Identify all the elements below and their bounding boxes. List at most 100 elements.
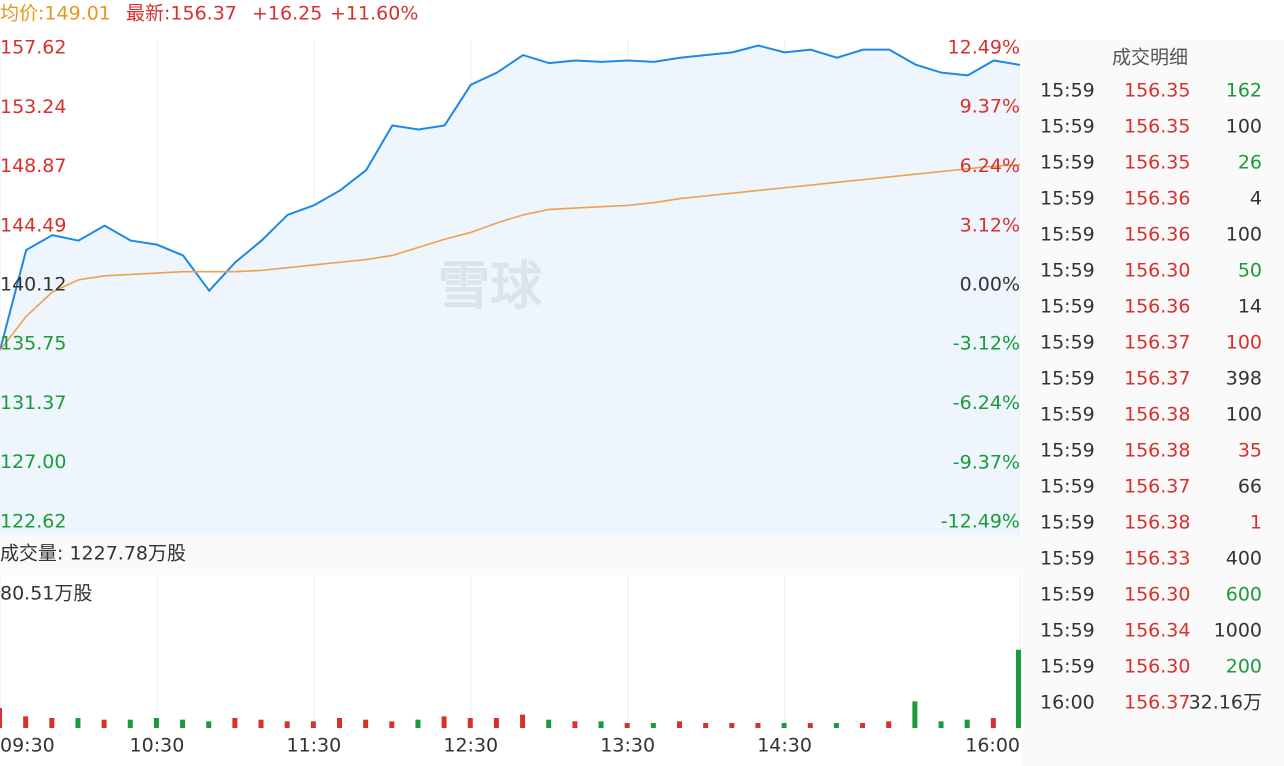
volume-bar [75,718,81,728]
price-line [0,44,1021,351]
trade-price: 156.35 [1124,80,1190,102]
trade-price: 156.33 [1124,548,1190,570]
trade-price: 156.37 [1124,332,1190,354]
trade-price: 156.38 [1124,512,1190,534]
y-tick-label: 127.00 [0,451,66,473]
volume-title: 成交量: 1227.78万股 [0,543,186,565]
trade-time: 15:59 [1040,332,1095,354]
volume-bar [990,718,996,728]
trade-volume: 100 [1226,332,1262,354]
y-tick-label: 140.12 [0,274,66,296]
volume-bar [650,723,656,728]
volume-bar [624,723,630,728]
y-tick-label: 144.49 [0,214,66,236]
volume-bar [938,721,944,728]
volume-bar [546,719,552,728]
trade-price: 156.37 [1124,368,1190,390]
trade-volume: 4 [1250,188,1262,210]
avg-price: 均价:149.01 [0,3,111,25]
trade-volume: 32.16万 [1189,692,1262,714]
volume-bar [572,721,578,728]
volume-bar [520,714,526,728]
trade-price: 156.37 [1124,692,1190,714]
volume-bar [729,723,735,728]
trade-volume: 600 [1226,584,1262,606]
y2-tick-label: 3.12% [960,214,1020,236]
trade-volume: 398 [1226,368,1262,390]
y-tick-label: 135.75 [0,333,66,355]
x-tick-label: 12:30 [443,735,498,757]
y-tick-label: 157.62 [0,37,66,59]
volume-bar [886,721,892,728]
trade-time: 15:59 [1040,548,1095,570]
volume-bar [598,721,604,728]
trade-time: 15:59 [1040,296,1095,318]
trade-price: 156.36 [1124,296,1190,318]
volume-bar [781,723,787,728]
trade-time: 15:59 [1040,152,1095,174]
trade-volume: 100 [1226,404,1262,426]
volume-bar [964,719,970,728]
trade-time: 15:59 [1040,584,1095,606]
y2-tick-label: -12.49% [941,511,1020,533]
x-tick-label: 13:30 [600,735,655,757]
volume-bar [860,723,866,728]
y2-tick-label: -6.24% [953,392,1020,414]
x-tick-label: 11:30 [286,735,341,757]
y2-tick-label: 0.00% [960,274,1020,296]
volume-bar [415,719,421,728]
trade-price: 156.37 [1124,476,1190,498]
y2-tick-label: 9.37% [960,96,1020,118]
change: +16.25 [252,3,322,25]
trade-volume: 100 [1226,224,1262,246]
y2-tick-label: 6.24% [960,155,1020,177]
y-tick-label: 148.87 [0,155,66,177]
trade-time: 16:00 [1040,692,1095,714]
volume-bar [284,721,290,728]
trade-time: 15:59 [1040,224,1095,246]
change-pct: +11.60% [330,3,418,25]
trade-price: 156.34 [1124,620,1190,642]
avg-line [0,163,1021,351]
volume-bar [1016,649,1021,728]
trade-price: 156.38 [1124,404,1190,426]
trade-price: 156.35 [1124,152,1190,174]
price-area [0,45,1020,535]
volume-bar [493,718,499,728]
volume-bar [310,721,316,728]
trade-time: 15:59 [1040,80,1095,102]
y-tick-label: 122.62 [0,511,66,533]
y-tick-label: 131.37 [0,392,66,414]
x-tick-label: 16:00 [965,735,1020,757]
volume-bar [337,718,342,728]
trade-price: 156.30 [1124,656,1190,678]
volume-bar [441,716,447,728]
trade-volume: 200 [1226,656,1262,678]
watermark: 雪球 [438,257,543,317]
trade-price: 156.36 [1124,188,1190,210]
trade-volume: 162 [1226,80,1262,102]
trade-volume: 1000 [1214,620,1262,642]
y2-tick-label: -9.37% [953,451,1020,473]
trade-volume: 1 [1250,512,1262,534]
trade-time: 15:59 [1040,512,1095,534]
volume-bar [389,721,395,728]
y2-tick-label: 12.49% [948,37,1020,59]
volume-bar [755,723,761,728]
latest-price: 最新:156.37 [126,3,237,25]
trade-time: 15:59 [1040,116,1095,138]
volume-bar [677,721,682,728]
trade-time: 15:59 [1040,260,1095,282]
trade-price: 156.38 [1124,440,1190,462]
x-tick-label: 10:30 [130,735,185,757]
volume-bar [232,718,238,728]
volume-bar [912,701,918,728]
trade-volume: 50 [1238,260,1262,282]
volume-bar [467,718,473,728]
trade-volume: 14 [1238,296,1262,318]
volume-bar [49,718,55,728]
volume-header [0,535,1022,575]
trades-title: 成交明细 [1112,47,1188,69]
volume-bar [23,716,29,728]
